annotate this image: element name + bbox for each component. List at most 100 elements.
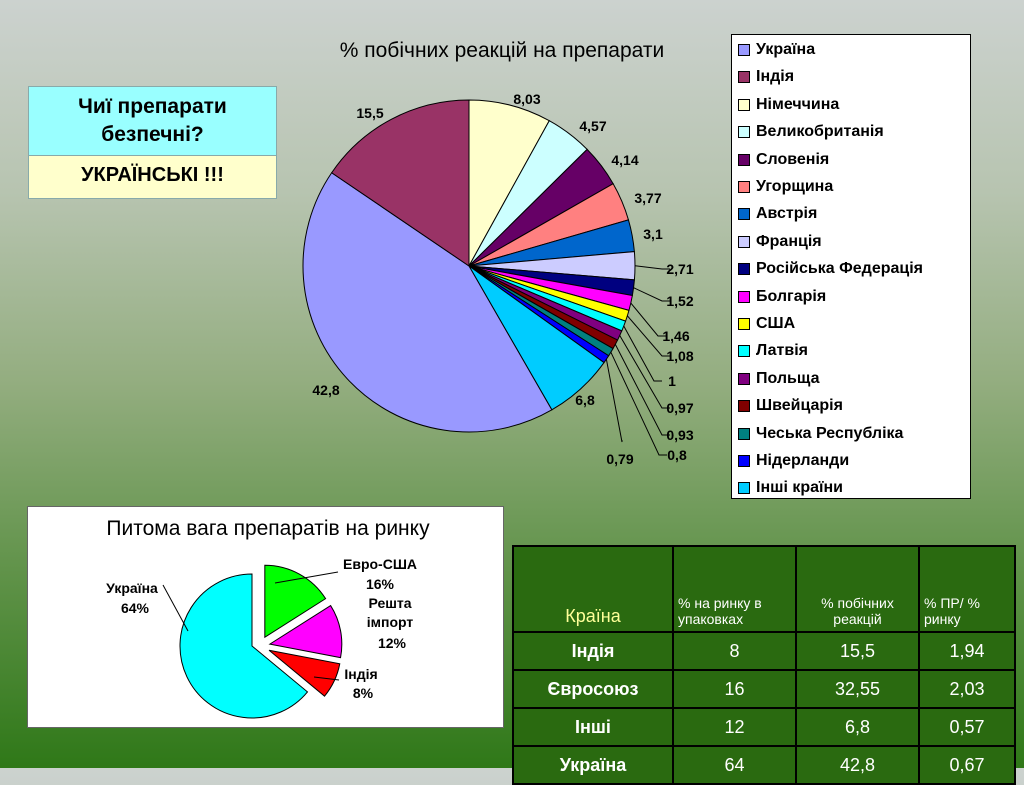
pie1-label-6: 3,1	[643, 226, 663, 242]
pie1-label-13: 0,93	[666, 427, 693, 443]
legend-label: Україна	[756, 41, 816, 58]
pie1-slice-1	[330, 99, 470, 267]
legend-item: Великобританія	[738, 122, 884, 142]
legend-swatch	[738, 290, 750, 303]
legend-item: Швейцарія	[738, 396, 843, 416]
pie1-title: % побічних реакцій на препарати	[340, 39, 664, 62]
legend-label: Німеччина	[756, 95, 840, 113]
question-box: Чиї препарати безпечні? УКРАЇНСЬКІ !!!	[28, 86, 277, 199]
table-header-market: % на ринку в упаковках	[672, 545, 797, 633]
pie2-slice-2	[268, 649, 341, 697]
legend-label: Швейцарія	[756, 397, 843, 415]
legend-swatch	[738, 126, 750, 139]
legend-item: США	[738, 314, 795, 334]
legend-label: Словенія	[756, 150, 830, 168]
legend-item: Чеська Республіка	[738, 424, 903, 444]
table-row: Україна 64 42,8 0,67	[512, 745, 1016, 785]
pie1-label-8: 1,52	[666, 293, 693, 309]
pie1-leader-8	[633, 287, 670, 302]
table-row: Інші 12 6,8 0,57	[512, 707, 1016, 747]
legend-label: Австрія	[756, 205, 818, 223]
market-share-chart-box: Питома вага препаратів на ринку Евро-США…	[27, 506, 504, 728]
pie1-label-5: 3,77	[634, 190, 661, 206]
table-cell: 0,57	[918, 707, 1016, 747]
pie1-label-9: 1,46	[662, 328, 689, 344]
pie1-label-11: 1	[668, 373, 676, 389]
pie1-label-1: 15,5	[356, 105, 383, 121]
table-cell: 64	[672, 745, 797, 785]
pie2-label-rest2: імпорт	[367, 614, 414, 630]
legend-label: Болгарія	[756, 287, 827, 305]
pie1-leader-13	[614, 344, 670, 436]
pie1-leader-9	[630, 302, 666, 337]
legend-item: Австрія	[738, 204, 817, 224]
table-cell: 8	[672, 631, 797, 671]
legend-label: Нідерланди	[756, 452, 850, 469]
legend-swatch	[738, 263, 750, 276]
legend-item: Болгарія	[738, 287, 826, 307]
pie1-leader-12	[619, 335, 670, 409]
table-cell: 2,03	[918, 669, 1016, 709]
pie1-label-7: 2,71	[666, 261, 693, 277]
table-cell: 0,67	[918, 745, 1016, 785]
legend-label: Інші країни	[756, 479, 844, 497]
comparison-table: Країна % на ринку в упаковках % побічних…	[512, 545, 1016, 785]
table-header-country: Країна	[512, 545, 674, 633]
legend-item: Російська Федерація	[738, 259, 923, 279]
pie2-slice-1	[268, 604, 343, 659]
legend-swatch	[738, 208, 750, 221]
pie1-label-10: 1,08	[666, 348, 693, 364]
pie1-label-3: 4,57	[579, 118, 606, 134]
legend-label: Латвія	[756, 342, 808, 360]
legend-swatch	[738, 153, 750, 166]
pie1-label-16: 6,8	[575, 392, 595, 408]
legend-item: Франція	[738, 232, 822, 252]
legend-swatch	[738, 372, 750, 385]
pie2-label-evro: Евро-США	[343, 556, 417, 572]
table-header-row: Країна % на ринку в упаковках % побічних…	[512, 545, 1016, 633]
table-cell: Євросоюз	[512, 669, 674, 709]
market-share-pie-chart: Питома вага препаратів на ринку Евро-США…	[106, 517, 430, 719]
legend-swatch	[738, 235, 750, 248]
pie1-leader-10	[626, 315, 670, 357]
legend-swatch	[738, 71, 750, 84]
legend-swatch	[738, 44, 750, 56]
pie1-legend: Україна Індія Німеччина Великобританія Слове…	[731, 34, 971, 499]
question-title: Чиї препарати безпечні?	[28, 86, 277, 156]
legend-label: Великобританія	[756, 123, 884, 141]
pie2-label-ukraine: Україна	[106, 580, 158, 596]
pie2-value-evro: 16%	[366, 576, 395, 592]
pie2-slice-0	[264, 564, 327, 639]
pie2-value-rest: 12%	[378, 635, 407, 651]
legend-label: Чеська Республіка	[756, 424, 904, 442]
pie1-label-12: 0,97	[666, 400, 693, 416]
legend-swatch	[738, 345, 750, 358]
pie2-title: Питома вага препаратів на ринку	[106, 517, 430, 540]
legend-item: Інші країни	[738, 478, 843, 498]
pie1-label-2: 8,03	[513, 91, 540, 107]
legend-item: Нідерланди	[738, 451, 849, 471]
pie1-label-15: 0,79	[606, 451, 633, 467]
pie2-label-india: Індія	[344, 666, 377, 682]
legend-item: Польща	[738, 369, 819, 389]
legend-label: Франція	[756, 232, 822, 250]
table-cell: Інші	[512, 707, 674, 747]
legend-item: Україна	[738, 40, 815, 60]
table-cell: Індія	[512, 631, 674, 671]
pie1-label-14: 0,8	[667, 447, 687, 463]
legend-swatch	[738, 98, 750, 111]
table-cell: 42,8	[795, 745, 920, 785]
legend-item: Угорщина	[738, 177, 833, 197]
pie2-value-ukraine: 64%	[121, 600, 150, 616]
pie1-slice-0	[302, 172, 553, 433]
legend-item: Індія	[738, 67, 794, 87]
pie2-label-rest1: Решта	[368, 595, 411, 611]
legend-swatch	[738, 400, 750, 413]
table-header-reactions: % побічних реакцій	[795, 545, 920, 633]
pie1-leader-11	[623, 325, 662, 382]
legend-item: Словенія	[738, 150, 829, 170]
legend-swatch	[738, 318, 750, 330]
pie1-label-0: 42,8	[312, 382, 339, 398]
pie2-slice-3	[179, 573, 309, 719]
legend-item: Німеччина	[738, 95, 839, 115]
